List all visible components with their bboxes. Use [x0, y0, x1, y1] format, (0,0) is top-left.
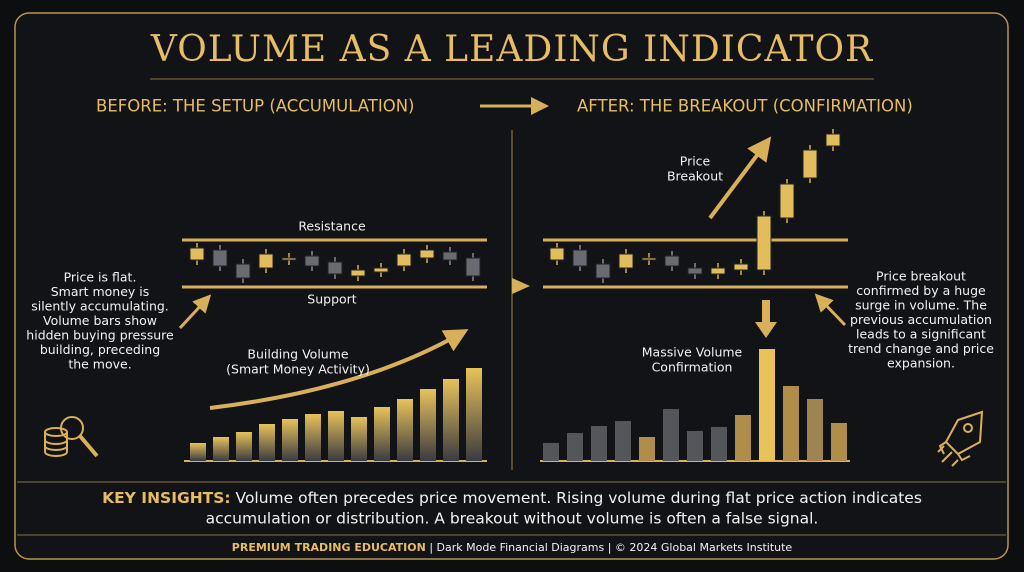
volume-bar	[420, 389, 436, 461]
breakout-label: Price	[680, 154, 711, 169]
candle-body	[189, 247, 205, 261]
resistance-label: Resistance	[298, 219, 366, 234]
volume-bar	[639, 437, 655, 461]
breakout-label: Breakout	[667, 169, 723, 184]
volume-label: Confirmation	[652, 360, 733, 375]
candle-body	[710, 267, 726, 275]
note-line: expansion.	[887, 356, 955, 371]
pointer-arrow	[178, 294, 212, 330]
volume-bar	[591, 426, 607, 461]
pointer-arrow	[814, 293, 847, 327]
candle-body	[350, 269, 366, 277]
candle-body	[235, 263, 251, 279]
support-label: Support	[307, 292, 357, 307]
volume-bar	[213, 437, 229, 461]
note-line: trend change and price	[848, 341, 994, 356]
note-line: the move.	[68, 357, 131, 372]
volume-bar	[190, 443, 206, 461]
candle-body	[212, 249, 228, 267]
candle-body	[281, 257, 297, 261]
candle-body	[825, 133, 841, 147]
note-line: surge in volume. The	[855, 298, 987, 313]
volume-bar	[687, 431, 703, 461]
note-line: Price is flat.	[64, 270, 137, 285]
volume-bar	[759, 349, 775, 461]
candle-body	[549, 247, 565, 261]
volume-arrow	[209, 329, 469, 410]
channel-left	[182, 238, 487, 289]
candle-body	[396, 253, 412, 267]
volume-bar	[663, 409, 679, 461]
candle-body	[304, 255, 320, 267]
volume-bar	[543, 443, 559, 461]
candle-body	[802, 149, 818, 179]
volume-bar	[328, 411, 344, 461]
volume-label: (Smart Money Activity)	[226, 362, 370, 377]
note-line: Smart money is	[51, 284, 150, 299]
volume-bar	[282, 419, 298, 461]
volume-bar	[711, 427, 727, 461]
before-heading: BEFORE: THE SETUP (ACCUMULATION)	[96, 97, 414, 116]
volume-bar	[807, 399, 823, 461]
candle-body	[419, 249, 435, 259]
note-line: confirmed by a huge	[856, 283, 986, 298]
volume-bar	[374, 407, 390, 461]
volume-bar	[236, 432, 252, 461]
note-line: Volume bars show	[43, 313, 157, 328]
candle-body	[618, 253, 634, 269]
volume-bar	[783, 386, 799, 461]
candle-body	[664, 255, 680, 267]
footer: PREMIUM TRADING EDUCATION | Dark Mode Fi…	[232, 541, 793, 554]
note-line: previous accumulation	[850, 312, 992, 327]
volume-bar	[305, 414, 321, 461]
candle-body	[779, 183, 795, 219]
candle-body	[465, 257, 481, 277]
down-arrow	[755, 300, 777, 338]
breakout-arrow	[708, 136, 772, 220]
volume-bar	[567, 433, 583, 461]
candle-body	[595, 263, 611, 279]
candle-body	[572, 249, 588, 267]
candle-body	[442, 251, 458, 261]
volume-bar	[259, 424, 275, 461]
volume-bar	[443, 379, 459, 461]
volume-bar	[831, 423, 847, 461]
note-line: silently accumulating.	[31, 299, 169, 314]
candle-body	[258, 253, 274, 269]
rocket-icon	[937, 410, 984, 467]
volume-label: Massive Volume	[642, 345, 743, 360]
volume-bar	[397, 399, 413, 461]
note-line: leads to a significant	[856, 327, 986, 342]
title: VOLUME AS A LEADING INDICATOR	[150, 29, 873, 70]
volume-bar	[735, 415, 751, 461]
money-icon	[44, 416, 99, 458]
candle-body	[756, 215, 772, 271]
volume-label: Building Volume	[247, 347, 348, 362]
insights-line: accumulation or distribution. A breakout…	[206, 510, 819, 528]
insights-label: KEY INSIGHTS:	[102, 489, 231, 507]
volume-bar	[615, 421, 631, 461]
volume-bar	[351, 417, 367, 461]
note-line: Price breakout	[876, 269, 966, 284]
footer-brand: PREMIUM TRADING EDUCATION	[232, 541, 426, 554]
candle-body	[373, 267, 389, 273]
footer-text: | Dark Mode Financial Diagrams | © 2024 …	[429, 541, 792, 554]
candle-body	[733, 263, 749, 271]
note-line: building, preceding	[40, 342, 160, 357]
after-heading: AFTER: THE BREAKOUT (CONFIRMATION)	[577, 97, 913, 116]
channel-right	[543, 238, 848, 289]
divider-arrow	[512, 278, 530, 294]
note-line: hidden buying pressure	[26, 328, 174, 343]
candle-body	[327, 261, 343, 275]
volume-bar	[466, 368, 482, 461]
insights-text: Volume often precedes price movement. Ri…	[236, 489, 922, 507]
candle-body	[641, 257, 657, 261]
candle-body	[687, 267, 703, 275]
insights-line: KEY INSIGHTS: Volume often precedes pric…	[102, 489, 922, 507]
